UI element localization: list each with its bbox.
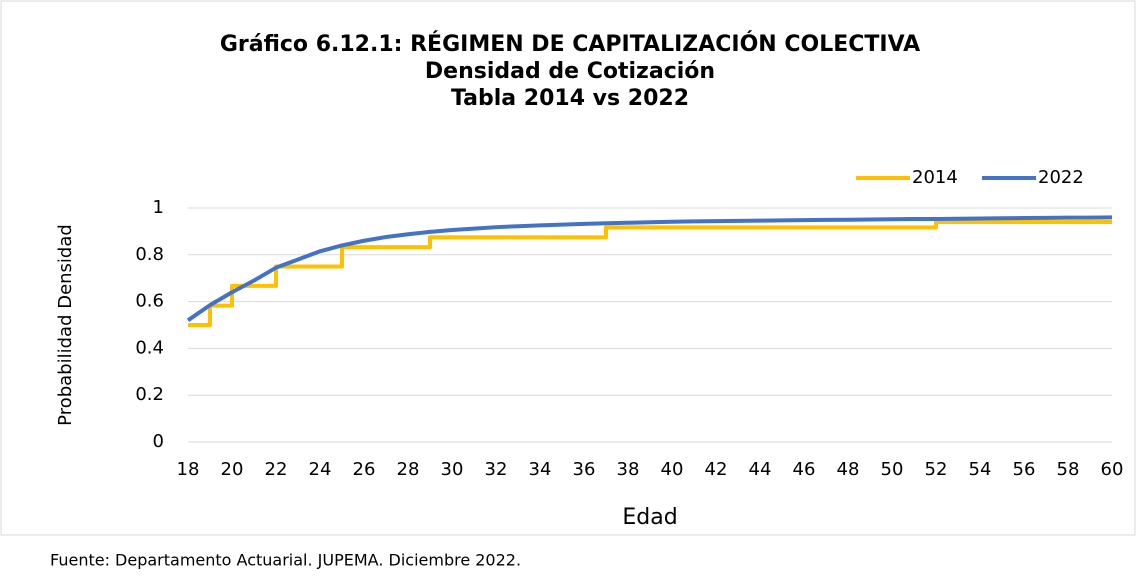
y-tick-label: 0 <box>153 431 164 452</box>
x-tick-label: 34 <box>529 459 552 480</box>
x-axis-label: Edad <box>622 505 677 530</box>
x-tick-label: 60 <box>1101 459 1124 480</box>
x-tick-label: 50 <box>881 459 904 480</box>
x-tick-label: 20 <box>221 459 244 480</box>
x-tick-label: 18 <box>177 459 200 480</box>
x-tick-label: 24 <box>309 459 332 480</box>
legend-label: 2014 <box>912 167 958 188</box>
x-tick-label: 26 <box>353 459 376 480</box>
x-tick-label: 56 <box>1013 459 1036 480</box>
data-line <box>186 215 1113 322</box>
x-tick-label: 48 <box>837 459 860 480</box>
y-tick-label: 1 <box>153 197 164 218</box>
chart-frame <box>0 0 1136 536</box>
legend-label: 2022 <box>1038 167 1084 188</box>
x-tick-label: 22 <box>265 459 288 480</box>
y-tick-label: 0.2 <box>135 384 164 405</box>
chart-title: Tabla 2014 vs 2022 <box>451 86 689 111</box>
source-note: Fuente: Departamento Actuarial. JUPEMA. … <box>50 551 521 570</box>
x-tick-label: 58 <box>1057 459 1080 480</box>
x-tick-label: 32 <box>485 459 508 480</box>
x-tick-label: 54 <box>969 459 992 480</box>
y-tick-label: 0.6 <box>135 291 164 312</box>
chart-title: Densidad de Cotización <box>425 59 715 84</box>
y-axis-label: Probabilidad Densidad <box>55 224 76 426</box>
y-tick-label: 0.4 <box>135 337 164 358</box>
x-tick-label: 40 <box>661 459 684 480</box>
x-tick-label: 28 <box>397 459 420 480</box>
x-tick-label: 42 <box>705 459 728 480</box>
x-tick-label: 36 <box>573 459 596 480</box>
x-tick-label: 30 <box>441 459 464 480</box>
data-line <box>188 220 1112 327</box>
x-tick-label: 52 <box>925 459 948 480</box>
y-tick-label: 0.8 <box>135 244 164 265</box>
x-tick-label: 46 <box>793 459 816 480</box>
chart-title: Gráfico 6.12.1: RÉGIMEN DE CAPITALIZACIÓ… <box>220 31 920 57</box>
x-tick-label: 38 <box>617 459 640 480</box>
x-tick-label: 44 <box>749 459 772 480</box>
